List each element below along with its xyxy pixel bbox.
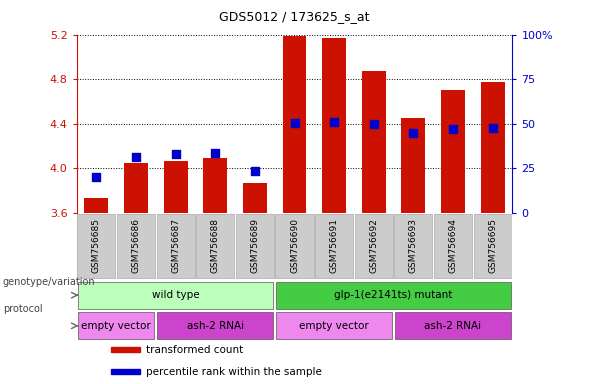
FancyBboxPatch shape: [196, 214, 234, 278]
Point: [131, 154, 141, 160]
Point: [250, 167, 260, 174]
FancyBboxPatch shape: [77, 214, 115, 278]
Text: GSM756692: GSM756692: [369, 218, 378, 273]
Bar: [203, 158, 227, 213]
Text: GSM756689: GSM756689: [250, 218, 259, 273]
Text: GSM756686: GSM756686: [131, 218, 141, 273]
Text: GSM756695: GSM756695: [488, 218, 497, 273]
FancyBboxPatch shape: [276, 214, 313, 278]
FancyBboxPatch shape: [157, 214, 194, 278]
Text: empty vector: empty vector: [299, 321, 369, 331]
Point: [409, 129, 418, 136]
Text: empty vector: empty vector: [81, 321, 151, 331]
FancyBboxPatch shape: [355, 214, 393, 278]
Text: ash-2 RNAi: ash-2 RNAi: [187, 321, 244, 331]
Point: [171, 151, 180, 157]
FancyBboxPatch shape: [474, 214, 512, 278]
Text: wild type: wild type: [152, 290, 200, 300]
FancyBboxPatch shape: [315, 214, 353, 278]
Bar: [164, 161, 187, 213]
Bar: [481, 83, 505, 213]
Text: glp-1(e2141ts) mutant: glp-1(e2141ts) mutant: [335, 290, 453, 300]
Bar: [362, 71, 386, 213]
Point: [369, 121, 379, 127]
Point: [290, 119, 299, 126]
Bar: [322, 38, 346, 213]
FancyBboxPatch shape: [395, 312, 511, 339]
Text: GSM756693: GSM756693: [409, 218, 418, 273]
Text: GSM756685: GSM756685: [92, 218, 101, 273]
Point: [92, 174, 101, 180]
Bar: [402, 118, 425, 213]
Text: percentile rank within the sample: percentile rank within the sample: [146, 367, 322, 377]
Point: [488, 125, 497, 131]
Bar: [111, 348, 140, 352]
FancyBboxPatch shape: [276, 281, 511, 309]
FancyBboxPatch shape: [276, 312, 392, 339]
FancyBboxPatch shape: [395, 214, 432, 278]
FancyBboxPatch shape: [117, 214, 155, 278]
Text: protocol: protocol: [3, 304, 42, 314]
Bar: [283, 36, 306, 213]
Bar: [124, 163, 148, 213]
Text: ash-2 RNAi: ash-2 RNAi: [425, 321, 482, 331]
Text: genotype/variation: genotype/variation: [3, 277, 95, 287]
Point: [210, 150, 220, 156]
FancyBboxPatch shape: [236, 214, 274, 278]
Bar: [111, 369, 140, 374]
Point: [448, 126, 458, 132]
Bar: [441, 90, 465, 213]
Point: [329, 118, 339, 124]
Bar: [243, 183, 267, 213]
FancyBboxPatch shape: [78, 281, 273, 309]
Bar: [84, 199, 108, 213]
FancyBboxPatch shape: [434, 214, 472, 278]
Text: transformed count: transformed count: [146, 345, 244, 355]
Text: GDS5012 / 173625_s_at: GDS5012 / 173625_s_at: [219, 10, 370, 23]
FancyBboxPatch shape: [78, 312, 154, 339]
Text: GSM756691: GSM756691: [330, 218, 339, 273]
FancyBboxPatch shape: [157, 312, 273, 339]
Text: GSM756690: GSM756690: [290, 218, 299, 273]
Text: GSM756694: GSM756694: [448, 218, 458, 273]
Text: GSM756687: GSM756687: [171, 218, 180, 273]
Text: GSM756688: GSM756688: [211, 218, 220, 273]
